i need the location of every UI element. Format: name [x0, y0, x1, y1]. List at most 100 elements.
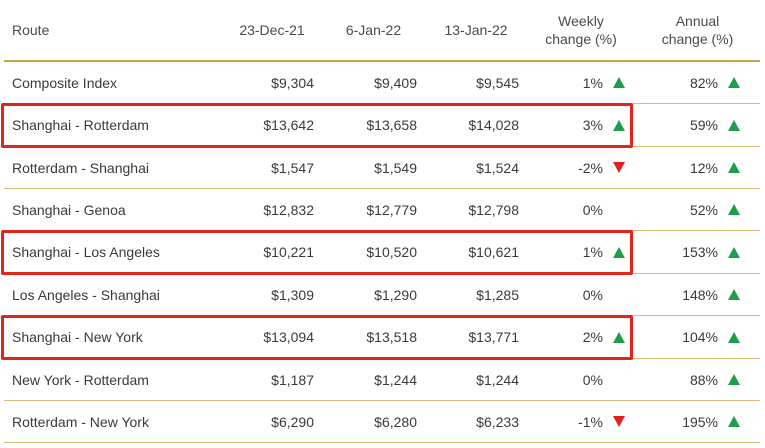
header-date-1: 23-Dec-21 [222, 0, 322, 62]
rate-13-jan-22-cell: $9,545 [425, 61, 527, 104]
annual-change-cell-value: 88% [689, 371, 718, 388]
annual-change-cell-value: 148% [682, 286, 718, 303]
table-row: Shanghai - Genoa $12,832 $12,779 $12,798 0% 5… [4, 188, 760, 231]
header-date-3: 13-Jan-22 [425, 0, 527, 62]
table-row: Los Angeles - Shanghai $1,309 $1,290 $1,285… [4, 273, 760, 316]
triangle-up-icon [728, 204, 740, 216]
table-row: Shanghai - New York $13,094 $13,518 $13,771… [4, 315, 760, 359]
annual-change-cell: 82% [635, 61, 760, 104]
triangle-up-icon [613, 246, 625, 258]
rate-13-jan-22-cell: $14,028 [425, 103, 527, 147]
rate-23-dec-21-cell: $1,309 [222, 273, 322, 316]
annual-change-cell: 59% [635, 103, 760, 147]
annual-change-cell-value: 195% [682, 413, 718, 430]
weekly-change-cell-value: 1% [582, 74, 603, 91]
route-cell: New York - Rotterdam [4, 358, 222, 401]
weekly-change-cell: 3% [527, 103, 635, 147]
header-row: Route 23-Dec-21 6-Jan-22 13-Jan-22 Weekl… [4, 0, 760, 62]
rate-13-jan-22-cell: $6,233 [425, 400, 527, 443]
route-cell: Shanghai - Los Angeles [4, 230, 222, 274]
rate-23-dec-21-cell: $10,221 [222, 230, 322, 274]
rate-23-dec-21-cell: $9,304 [222, 61, 322, 104]
triangle-down-icon [613, 162, 625, 174]
rate-23-dec-21-cell: $13,642 [222, 103, 322, 147]
annual-change-cell-value: 12% [689, 159, 718, 176]
weekly-change-cell: -2% [527, 146, 635, 189]
rate-13-jan-22-cell: $13,771 [425, 315, 527, 359]
rate-6-jan-22-cell: $6,280 [322, 400, 425, 443]
rate-6-jan-22-cell: $1,290 [322, 273, 425, 316]
header-annual-line-2: change (%) [661, 31, 734, 47]
header-weekly-line-1: Weekly [558, 13, 604, 29]
annual-change-cell: 52% [635, 188, 760, 231]
annual-change-cell-value: 52% [689, 201, 718, 218]
rate-6-jan-22-cell: $10,520 [322, 230, 425, 274]
rate-13-jan-22-cell: $1,244 [425, 358, 527, 401]
route-cell: Los Angeles - Shanghai [4, 273, 222, 316]
rate-6-jan-22-cell: $13,658 [322, 103, 425, 147]
table-body: Composite Index $9,304 $9,409 $9,545 1% 82% Sh… [4, 61, 760, 443]
weekly-change-cell: -1% [527, 400, 635, 443]
triangle-up-icon [613, 331, 625, 343]
weekly-change-cell: 2% [527, 315, 635, 359]
weekly-change-cell-value: 1% [582, 244, 603, 260]
table-row: Rotterdam - Shanghai $1,547 $1,549 $1,524 -2… [4, 146, 760, 189]
table-row: Shanghai - Los Angeles $10,221 $10,520 $10,… [4, 230, 760, 274]
rate-23-dec-21-cell: $13,094 [222, 315, 322, 359]
annual-change-cell-value: 82% [689, 74, 718, 91]
rate-6-jan-22-cell: $1,244 [322, 358, 425, 401]
header-annual-line-1: Annual [675, 13, 720, 29]
route-cell: Shanghai - Genoa [4, 188, 222, 231]
weekly-change-cell: 0% [527, 358, 635, 401]
table-header: Route 23-Dec-21 6-Jan-22 13-Jan-22 Weekl… [4, 0, 760, 62]
weekly-change-cell: 1% [527, 230, 635, 274]
table-row: New York - Rotterdam $1,187 $1,244 $1,244 0%… [4, 358, 760, 401]
annual-change-cell: 195% [635, 400, 760, 443]
annual-change-cell: 153% [635, 230, 760, 274]
triangle-up-icon [728, 162, 740, 174]
triangle-up-icon [728, 374, 740, 386]
weekly-change-cell: 1% [527, 61, 635, 104]
rate-13-jan-22-cell: $1,524 [425, 146, 527, 189]
annual-change-cell-value: 104% [682, 329, 718, 345]
route-cell: Shanghai - New York [4, 315, 222, 359]
triangle-up-icon [728, 119, 740, 131]
header-route: Route [4, 0, 222, 62]
triangle-up-icon [613, 77, 625, 89]
weekly-change-cell-value: 0% [582, 201, 603, 218]
rate-6-jan-22-cell: $12,779 [322, 188, 425, 231]
route-cell: Rotterdam - New York [4, 400, 222, 443]
triangle-up-icon [728, 77, 740, 89]
rate-23-dec-21-cell: $1,187 [222, 358, 322, 401]
annual-change-cell: 88% [635, 358, 760, 401]
weekly-change-cell: 0% [527, 273, 635, 316]
weekly-change-cell-value: -1% [578, 413, 603, 430]
header-date-2: 6-Jan-22 [322, 0, 425, 62]
freight-rate-table-container: Route 23-Dec-21 6-Jan-22 13-Jan-22 Weekl… [4, 0, 760, 443]
weekly-change-cell-value: -2% [578, 159, 603, 176]
annual-change-cell: 148% [635, 273, 760, 316]
annual-change-cell-value: 153% [682, 244, 718, 260]
weekly-change-cell: 0% [527, 188, 635, 231]
weekly-change-cell-value: 2% [582, 329, 603, 345]
header-annual-change: Annual change (%) [635, 0, 760, 62]
triangle-up-icon [728, 416, 740, 428]
annual-change-cell: 12% [635, 146, 760, 189]
rate-23-dec-21-cell: $6,290 [222, 400, 322, 443]
table-row: Shanghai - Rotterdam $13,642 $13,658 $14,02… [4, 103, 760, 147]
route-cell: Shanghai - Rotterdam [4, 103, 222, 147]
triangle-up-icon [728, 331, 740, 343]
triangle-up-icon [728, 246, 740, 258]
header-weekly-line-2: change (%) [545, 31, 617, 47]
weekly-change-cell-value: 0% [582, 286, 603, 303]
rate-23-dec-21-cell: $1,547 [222, 146, 322, 189]
rate-13-jan-22-cell: $1,285 [425, 273, 527, 316]
weekly-change-cell-value: 3% [582, 117, 603, 133]
freight-rate-table: Route 23-Dec-21 6-Jan-22 13-Jan-22 Weekl… [4, 0, 760, 443]
rate-23-dec-21-cell: $12,832 [222, 188, 322, 231]
annual-change-cell-value: 59% [689, 117, 718, 133]
weekly-change-cell-value: 0% [582, 371, 603, 388]
table-row: Composite Index $9,304 $9,409 $9,545 1% 82% [4, 61, 760, 104]
rate-13-jan-22-cell: $10,621 [425, 230, 527, 274]
header-weekly-change: Weekly change (%) [527, 0, 635, 62]
